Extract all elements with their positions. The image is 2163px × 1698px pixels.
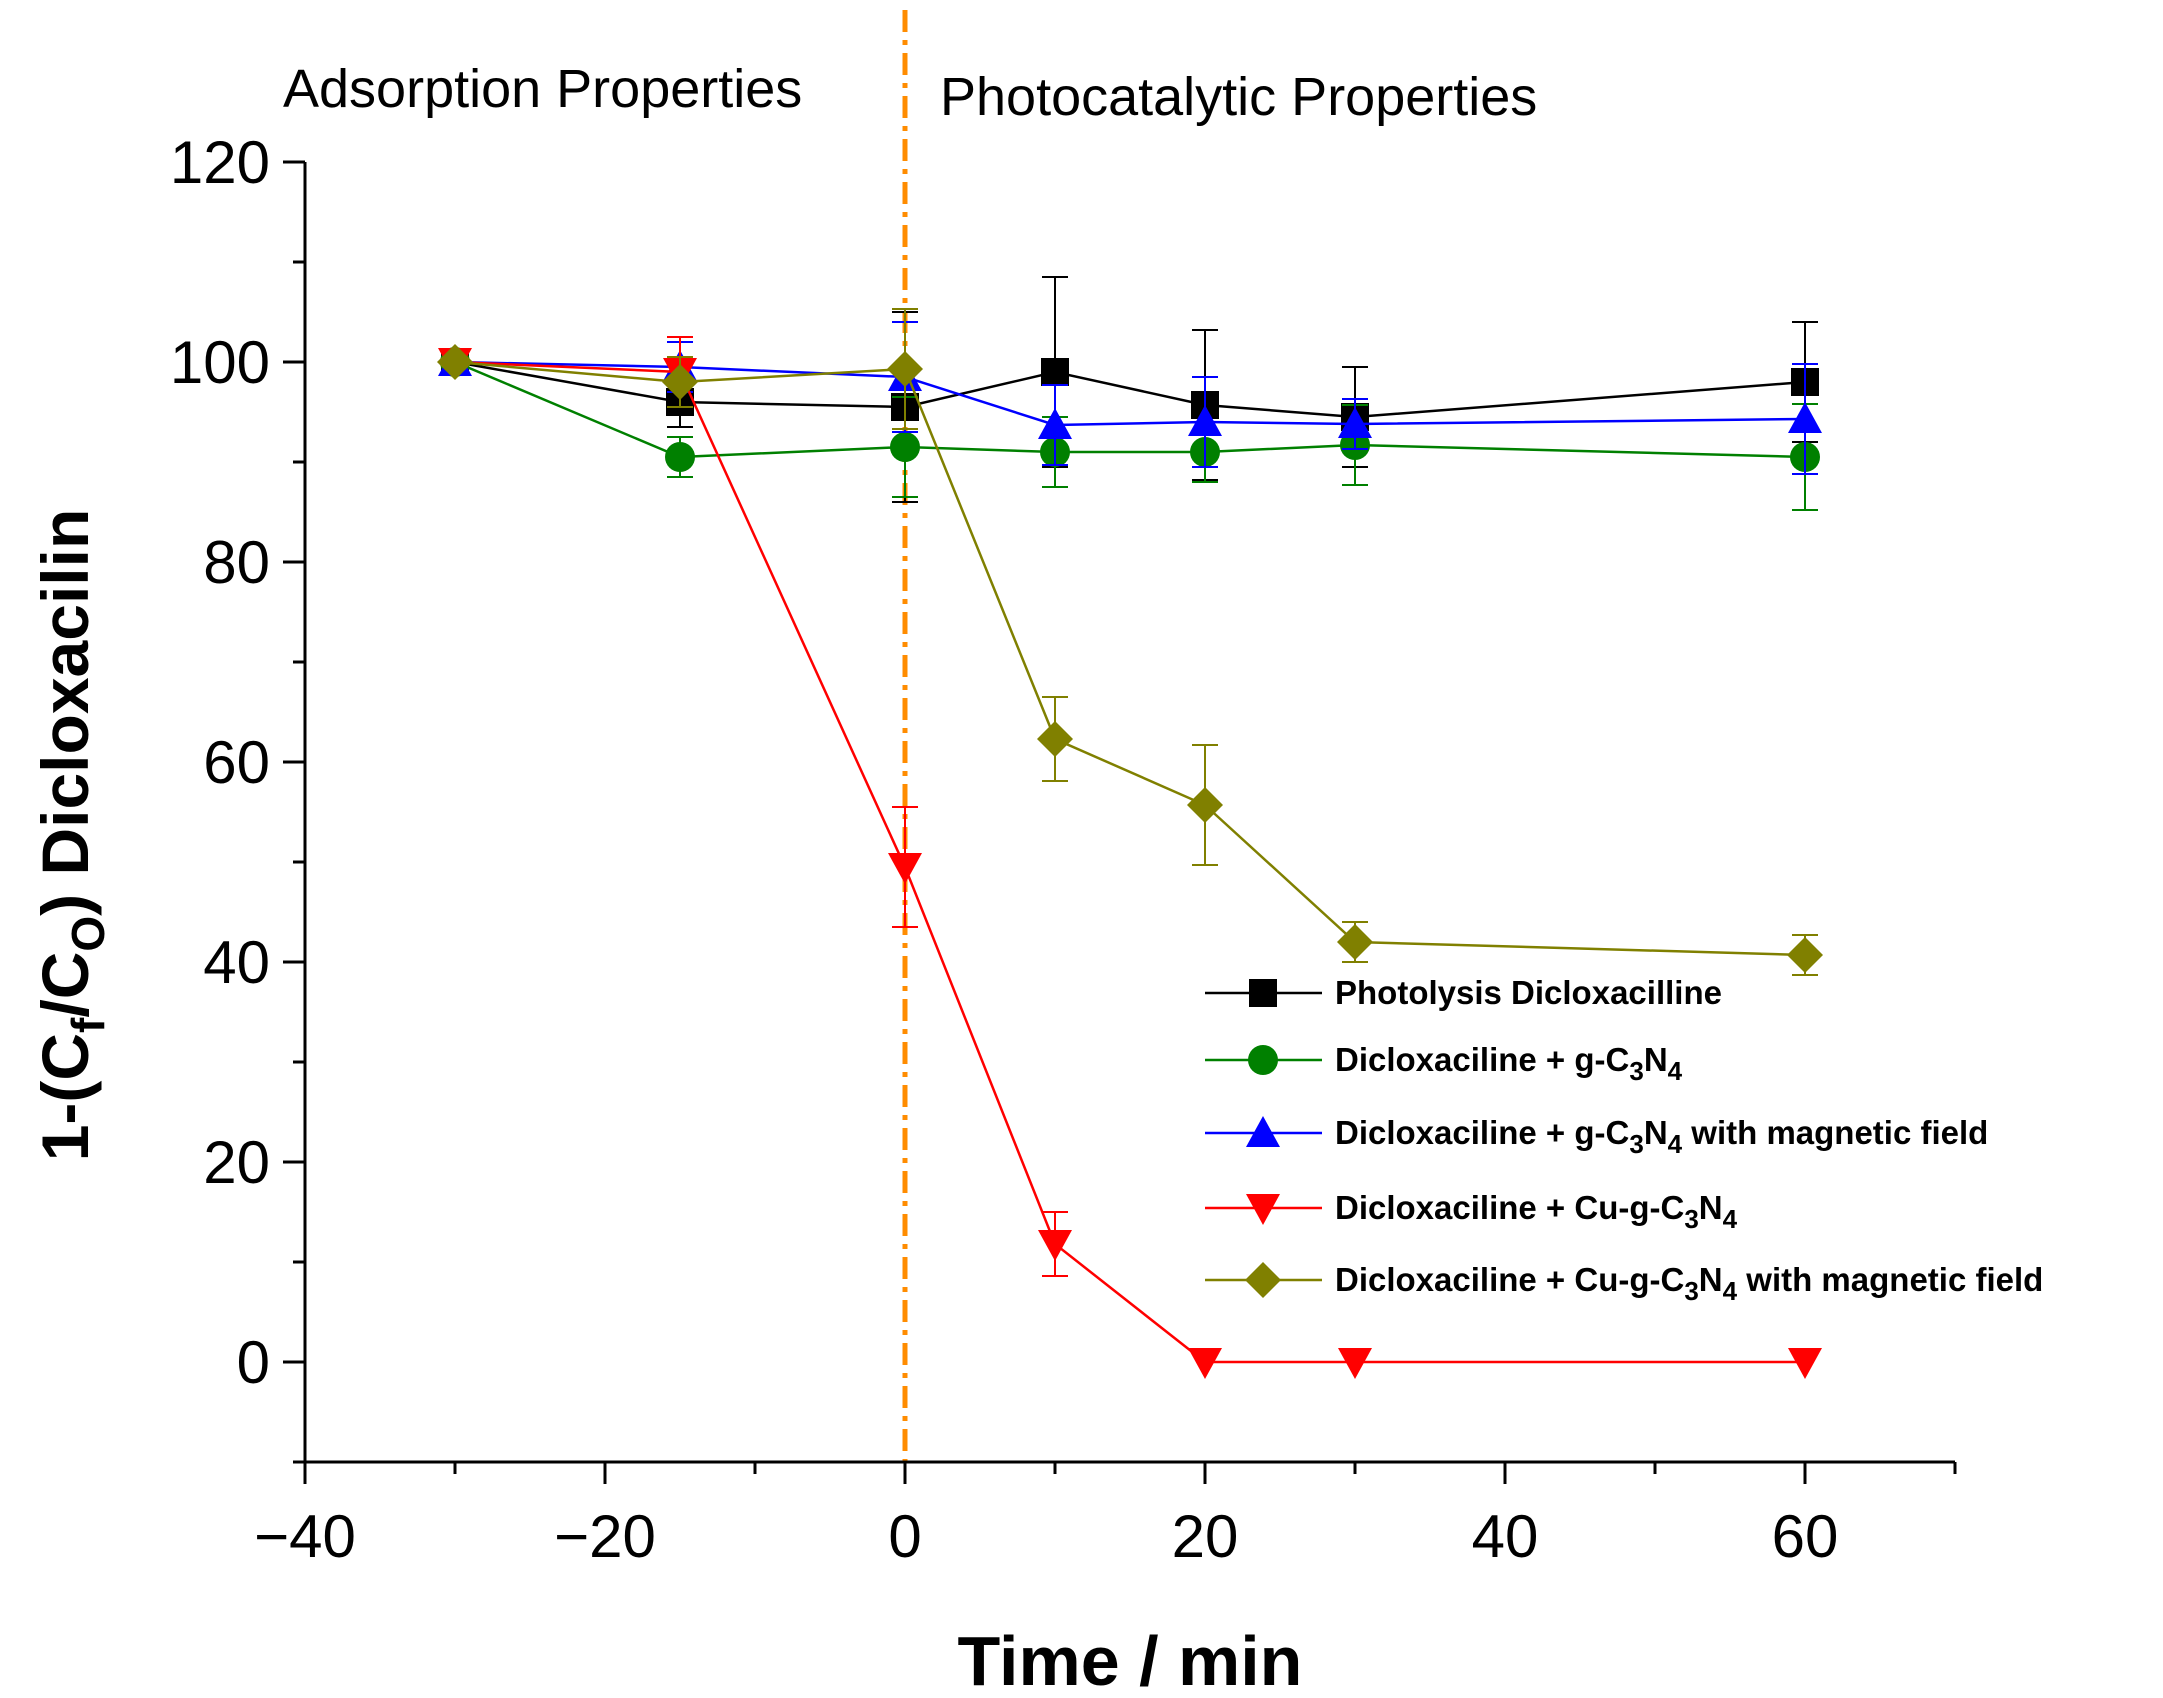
data-point (1188, 405, 1222, 436)
data-point (1038, 408, 1072, 439)
legend-label-text: Photolysis Dicloxacilline (1335, 974, 1722, 1011)
legend-label-text: Dicloxaciline + g-C (1335, 1114, 1629, 1151)
x-tick-label: 20 (1172, 1503, 1239, 1570)
data-point (662, 364, 698, 400)
x-tick-label: 40 (1472, 1503, 1539, 1570)
data-point (1188, 1348, 1222, 1379)
legend-label-subscript: 3 (1629, 1129, 1643, 1159)
legend-label: Dicloxaciline + Cu-g-C3N4 with magnetic … (1335, 1261, 2043, 1306)
x-tick-label: −20 (554, 1503, 656, 1570)
y-axis-title-suffix: ) Dicloxacilin (28, 509, 102, 916)
y-axis-title-sub2: O (62, 916, 114, 952)
legend-label-text: Dicloxaciline + g-C (1335, 1041, 1629, 1078)
legend-label-subscript: 3 (1684, 1276, 1698, 1306)
legend-label-text: with magnetic field (1682, 1114, 1988, 1151)
legend-entry-3: Dicloxaciline + Cu-g-C3N4 (1205, 1189, 1738, 1234)
data-point (1038, 1230, 1072, 1261)
legend-marker (1246, 1194, 1280, 1225)
legend-marker (1246, 1116, 1280, 1147)
series-4 (437, 308, 1823, 976)
legend-marker (1248, 1045, 1278, 1075)
y-axis-title: 1-(Cf/CO) Dicloxacilin (28, 509, 114, 1162)
y-tick-label: 80 (203, 529, 270, 596)
y-axis-title-sub1: f (62, 1017, 114, 1033)
data-point (888, 853, 922, 884)
legend-label: Photolysis Dicloxacilline (1335, 974, 1722, 1011)
data-point (1041, 358, 1069, 386)
x-axis-title: Time / min (958, 1622, 1303, 1698)
legend-entry-4: Dicloxaciline + Cu-g-C3N4 with magnetic … (1205, 1261, 2043, 1306)
data-point (1187, 787, 1223, 823)
series-line (454, 360, 1806, 459)
data-point (1037, 721, 1073, 757)
legend-label-subscript: 4 (1723, 1204, 1738, 1234)
series-layer (437, 276, 1823, 1379)
data-point (1337, 924, 1373, 960)
series-0 (441, 276, 1819, 503)
axes (303, 162, 1955, 1464)
legend-marker (1245, 1262, 1281, 1298)
data-point (1338, 407, 1372, 438)
legend-label-subscript: 4 (1668, 1129, 1683, 1159)
data-point (1787, 937, 1823, 973)
legend-label-text: N (1644, 1041, 1668, 1078)
legend-label-subscript: 4 (1668, 1056, 1683, 1086)
legend-label-subscript: 4 (1723, 1276, 1738, 1306)
legend-marker (1249, 979, 1277, 1007)
y-tick-label: 120 (170, 129, 270, 196)
legend-entry-1: Dicloxaciline + g-C3N4 (1205, 1041, 1683, 1086)
y-axis-title-mid: /C (28, 952, 102, 1018)
data-point (1788, 1348, 1822, 1379)
y-tick-label: 60 (203, 729, 270, 796)
y-tick-label: 0 (237, 1329, 270, 1396)
legend-label-subscript: 3 (1684, 1204, 1698, 1234)
legend-label-text: Dicloxaciline + Cu-g-C (1335, 1189, 1684, 1226)
y-tick-label: 20 (203, 1129, 270, 1196)
data-point (1788, 402, 1822, 433)
legend-label: Dicloxaciline + g-C3N4 with magnetic fie… (1335, 1114, 1988, 1159)
legend-label: Dicloxaciline + Cu-g-C3N4 (1335, 1189, 1738, 1234)
data-point (437, 344, 473, 380)
region-label-photocatalytic: Photocatalytic Properties (940, 67, 1537, 127)
legend-label-text: N (1699, 1189, 1723, 1226)
x-tick-label: 60 (1772, 1503, 1839, 1570)
legend-label-text: Dicloxaciline + Cu-g-C (1335, 1261, 1684, 1298)
region-label-adsorption: Adsorption Properties (283, 59, 802, 119)
data-point (665, 442, 695, 472)
legend-label-text: with magnetic field (1737, 1261, 2043, 1298)
y-axis-title-prefix: 1-(C (28, 1033, 102, 1161)
legend-label-subscript: 3 (1629, 1056, 1643, 1086)
legend-label: Dicloxaciline + g-C3N4 (1335, 1041, 1683, 1086)
x-tick-label: −40 (254, 1503, 356, 1570)
ticks: −40 −20 0 20 40 60 0 20 40 60 80 100 120 (170, 129, 1957, 1570)
legend: Photolysis Dicloxacilline Dicloxaciline +… (1205, 974, 2043, 1306)
legend-label-text: N (1699, 1261, 1723, 1298)
legend-entry-2: Dicloxaciline + g-C3N4 with magnetic fie… (1205, 1114, 1988, 1159)
x-tick-label: 0 (888, 1503, 921, 1570)
data-point (887, 351, 923, 387)
data-point (890, 432, 920, 462)
legend-label-text: N (1644, 1114, 1668, 1151)
y-tick-label: 40 (203, 929, 270, 996)
legend-entry-0: Photolysis Dicloxacilline (1205, 974, 1722, 1011)
data-point (1338, 1348, 1372, 1379)
y-tick-label: 100 (170, 329, 270, 396)
